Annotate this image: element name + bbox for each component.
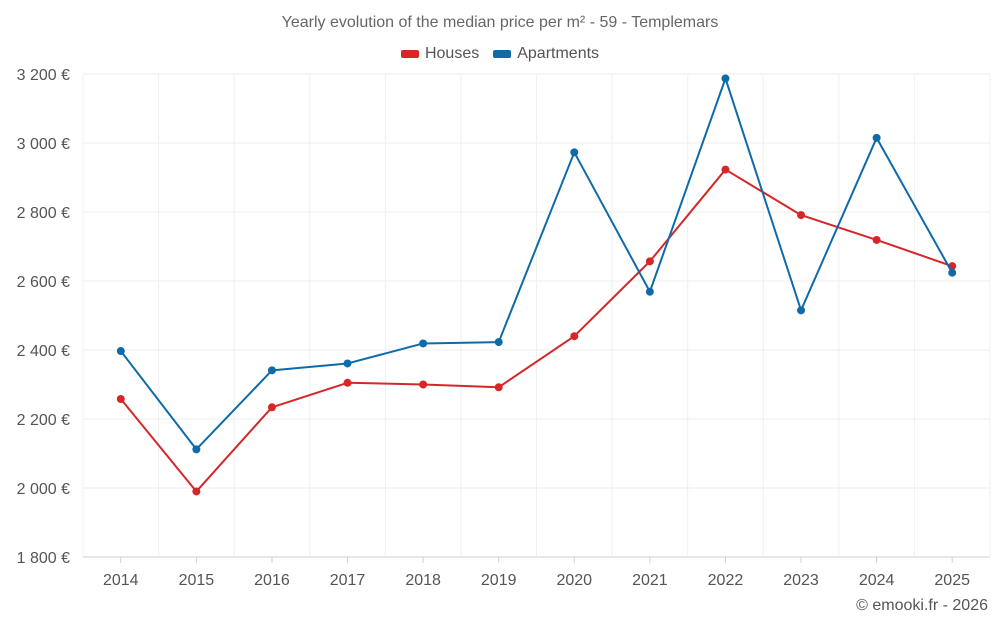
data-point-apartments <box>721 74 730 83</box>
data-point-apartments <box>343 359 352 368</box>
data-point-houses <box>267 403 276 412</box>
data-point-houses <box>419 380 428 389</box>
y-tick-label: 2 600 € <box>17 274 70 291</box>
y-tick-label: 3 200 € <box>17 67 70 84</box>
data-point-apartments <box>116 347 125 356</box>
data-point-houses <box>570 332 579 341</box>
legend-label-apartments: Apartments <box>517 45 600 62</box>
data-point-houses <box>494 383 503 392</box>
y-tick-label: 2 800 € <box>17 205 70 222</box>
x-tick-label: 2023 <box>783 572 819 589</box>
y-tick-label: 2 200 € <box>17 412 70 429</box>
x-tick-label: 2015 <box>179 572 215 589</box>
credit-text: © emooki.fr - 2026 <box>856 597 988 614</box>
x-tick-label: 2025 <box>934 572 970 589</box>
x-tick-label: 2014 <box>103 572 139 589</box>
data-point-houses <box>116 394 125 403</box>
series-line-apartments <box>119 77 954 451</box>
data-point-apartments <box>948 268 957 277</box>
x-tick-label: 2021 <box>632 572 668 589</box>
legend-swatch-apartments <box>493 50 512 58</box>
legend-item-apartments[interactable]: Apartments <box>493 45 599 63</box>
x-tick-label: 2024 <box>859 572 895 589</box>
chart-title: Yearly evolution of the median price per… <box>281 14 719 31</box>
data-point-apartments <box>872 133 881 142</box>
data-point-houses <box>343 378 352 387</box>
data-point-apartments <box>797 306 806 315</box>
data-point-apartments <box>192 445 201 454</box>
data-point-apartments <box>267 366 276 375</box>
data-point-houses <box>797 211 806 220</box>
legend-label-houses: Houses <box>424 45 480 62</box>
x-tick-label: 2018 <box>405 572 441 589</box>
data-point-houses <box>721 165 730 174</box>
y-tick-label: 3 000 € <box>17 136 70 153</box>
data-point-houses <box>645 257 654 266</box>
x-tick-label: 2020 <box>556 572 592 589</box>
y-tick-label: 2 400 € <box>17 343 70 360</box>
series-line-houses <box>120 168 953 493</box>
data-point-houses <box>192 487 201 496</box>
data-point-apartments <box>494 338 503 347</box>
x-tick-label: 2019 <box>481 572 517 589</box>
y-tick-label: 2 000 € <box>17 481 70 498</box>
x-tick-label: 2016 <box>254 572 290 589</box>
data-point-apartments <box>419 339 428 348</box>
x-tick-label: 2017 <box>330 572 366 589</box>
legend: Houses Apartments <box>0 45 1000 63</box>
x-tick-label: 2022 <box>708 572 744 589</box>
data-point-apartments <box>570 148 579 157</box>
legend-swatch-houses <box>400 50 419 58</box>
data-point-houses <box>872 235 881 244</box>
y-tick-label: 1 800 € <box>17 550 70 567</box>
data-point-apartments <box>645 287 654 296</box>
legend-item-houses[interactable]: Houses <box>400 45 480 63</box>
